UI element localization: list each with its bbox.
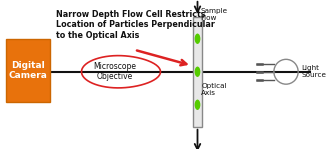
- Text: Sample
Flow: Sample Flow: [201, 8, 228, 21]
- FancyBboxPatch shape: [6, 39, 50, 102]
- Ellipse shape: [195, 100, 200, 110]
- Text: Light
Source: Light Source: [301, 65, 326, 78]
- Ellipse shape: [195, 34, 200, 44]
- Ellipse shape: [195, 67, 200, 77]
- FancyBboxPatch shape: [193, 17, 202, 127]
- Text: Digital
Camera: Digital Camera: [9, 61, 48, 80]
- Text: Microscope
Objective: Microscope Objective: [93, 62, 137, 82]
- Text: Optical
Axis: Optical Axis: [201, 83, 227, 96]
- Text: Narrow Depth Flow Cell Restricts
Location of Particles Perpendicular
to the Opti: Narrow Depth Flow Cell Restricts Locatio…: [56, 10, 215, 40]
